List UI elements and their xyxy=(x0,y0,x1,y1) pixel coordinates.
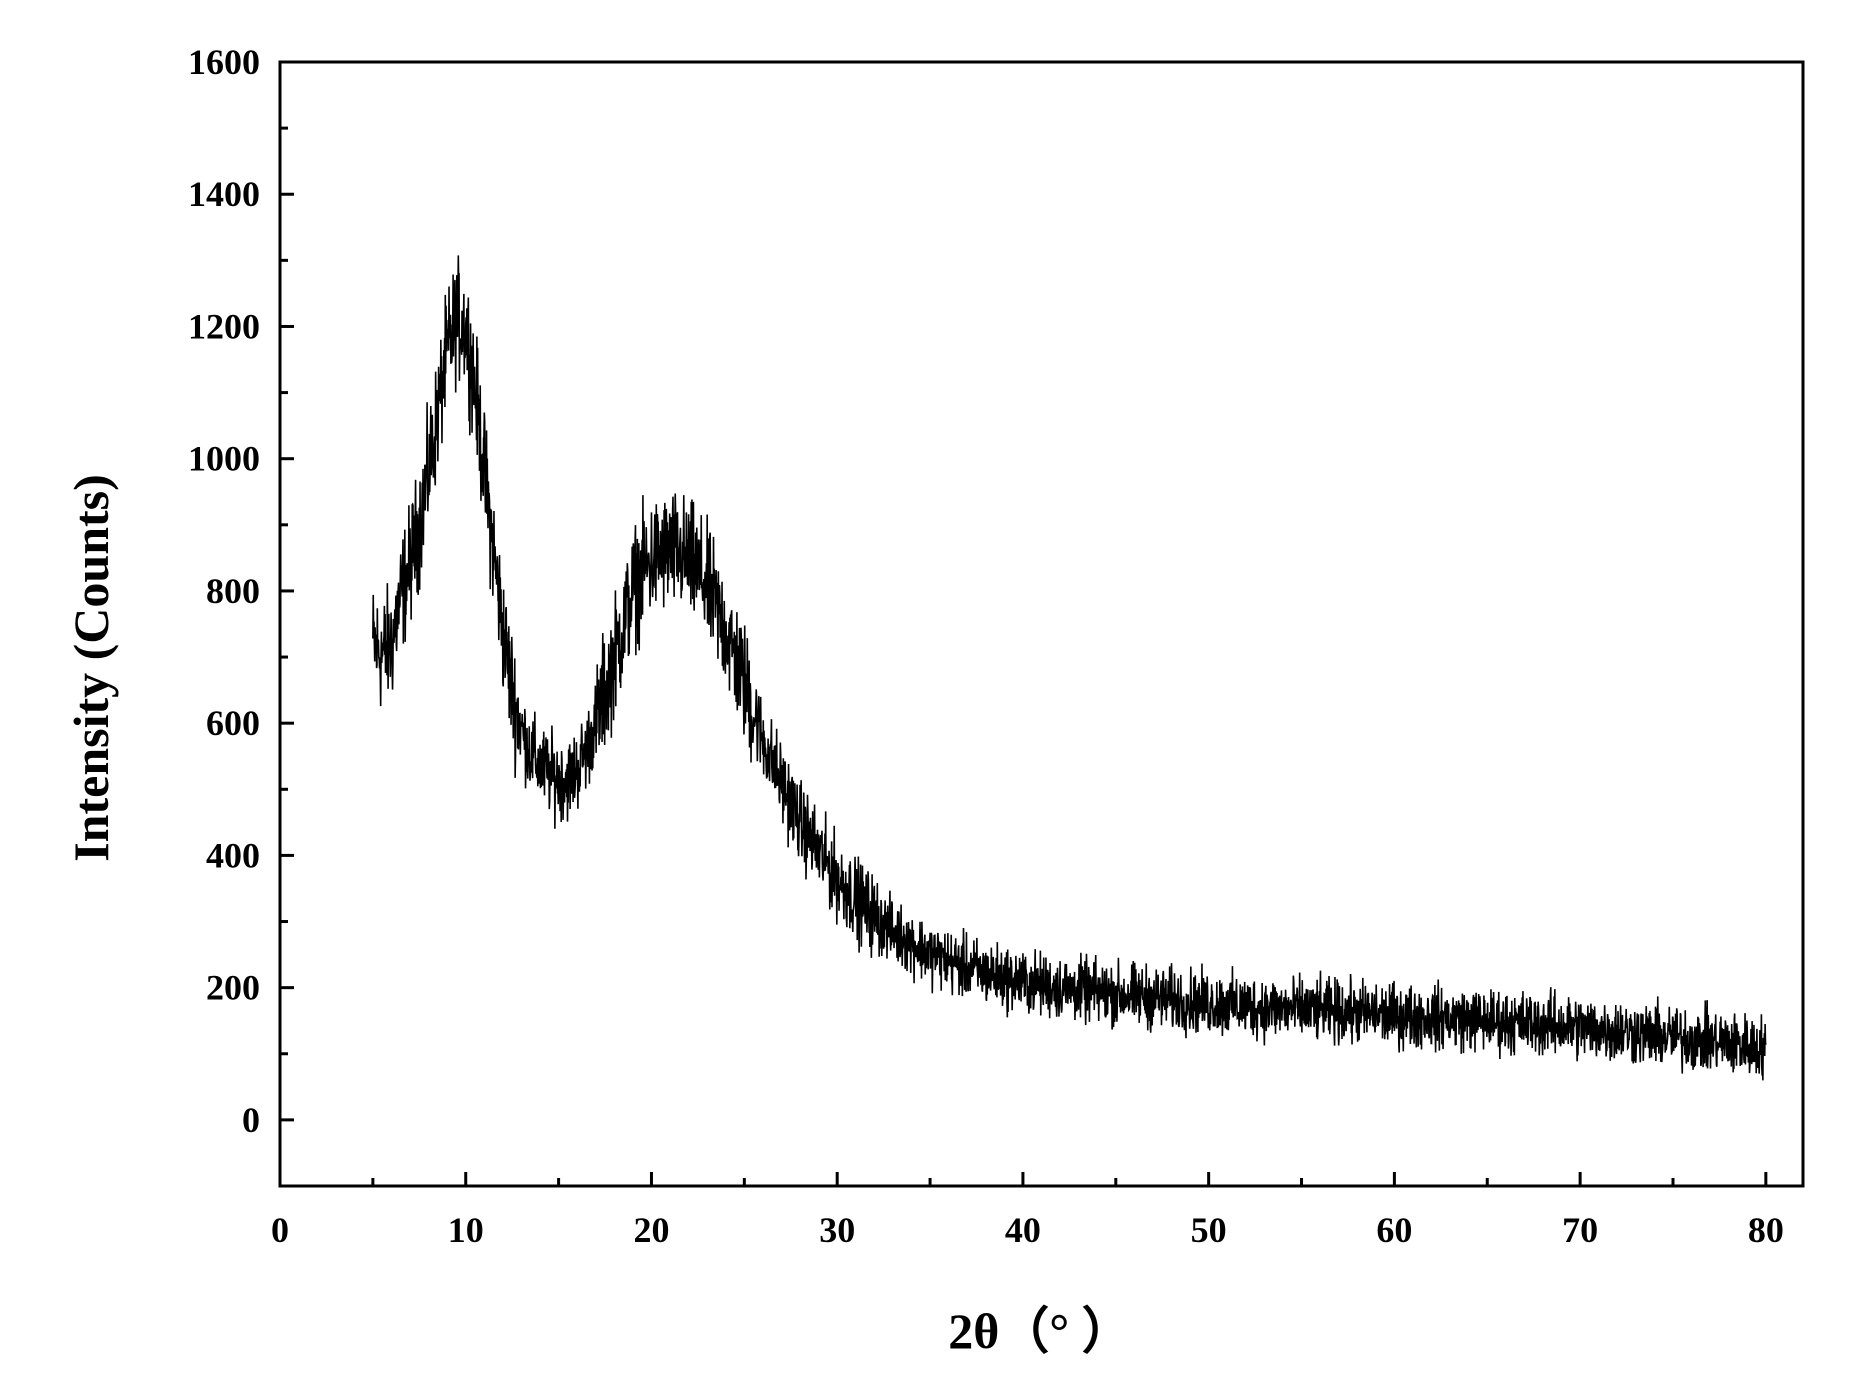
y-axis-tick-labels: 0 200 400 600 800 1000 1200 1400 1600 xyxy=(188,42,260,1140)
y-axis-title: Intensity (Counts) xyxy=(63,474,119,862)
y-tick-label: 1200 xyxy=(188,306,260,346)
y-tick-label: 400 xyxy=(206,835,260,875)
series-line xyxy=(372,255,1767,1081)
x-tick-label: 70 xyxy=(1562,1210,1598,1250)
x-axis-ticks xyxy=(278,1172,1768,1186)
x-tick-label: 30 xyxy=(819,1210,855,1250)
x-tick-label: 20 xyxy=(633,1210,669,1250)
y-tick-label: 1600 xyxy=(188,42,260,82)
y-tick-label: 800 xyxy=(206,571,260,611)
x-tick-label: 0 xyxy=(271,1210,289,1250)
y-tick-label: 1000 xyxy=(188,439,260,479)
x-tick-label: 60 xyxy=(1376,1210,1412,1250)
y-tick-label: 200 xyxy=(206,968,260,1008)
x-tick-label: 80 xyxy=(1748,1210,1784,1250)
x-tick-label: 10 xyxy=(448,1210,484,1250)
plot-frame xyxy=(278,60,1805,1188)
x-tick-label: 50 xyxy=(1191,1210,1227,1250)
x-axis-tick-labels: 0 10 20 30 40 50 60 70 80 xyxy=(271,1210,1784,1250)
y-axis-ticks xyxy=(280,60,294,1188)
y-tick-label: 0 xyxy=(242,1100,260,1140)
y-tick-label: 1400 xyxy=(188,174,260,214)
x-axis-title: 2θ（° ） xyxy=(948,1303,1132,1359)
y-tick-label: 600 xyxy=(206,703,260,743)
x-tick-label: 40 xyxy=(1005,1210,1041,1250)
